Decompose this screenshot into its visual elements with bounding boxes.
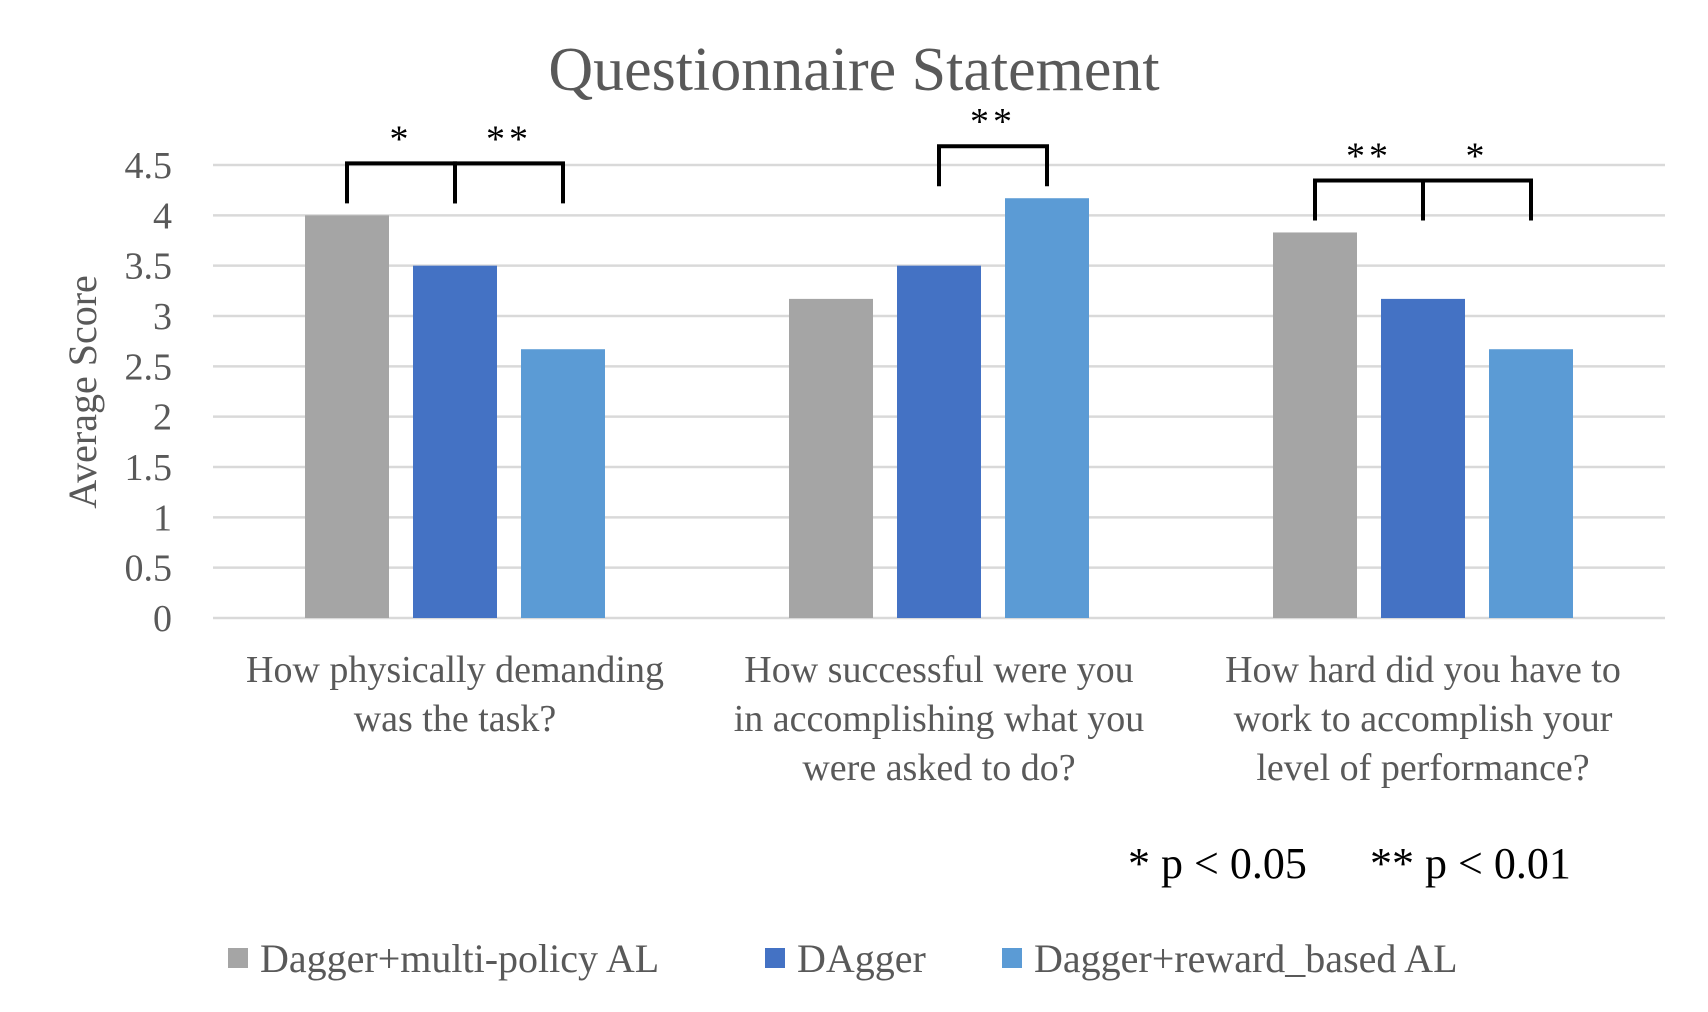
y-tick-label: 2.5 <box>125 346 173 388</box>
chart-title: Questionnaire Statement <box>548 36 1159 104</box>
bar <box>305 215 389 619</box>
bar <box>1489 349 1573 618</box>
significance-label: ** <box>486 118 532 160</box>
x-tick-label: How successful were you <box>744 649 1133 691</box>
significance-note-item: ** p < 0.01 <box>1370 839 1571 888</box>
legend-label: Dagger+multi-policy AL <box>260 936 659 981</box>
significance-brackets: * ** **** * <box>345 101 1533 221</box>
significance-label: * <box>390 118 413 160</box>
legend: Dagger+multi-policy AL DAgger Dagger+rewar… <box>228 936 1458 981</box>
y-tick-label: 0 <box>153 598 172 640</box>
y-tick-label: 3 <box>153 296 172 338</box>
bar <box>1005 198 1089 618</box>
bar <box>897 265 981 618</box>
significance-bracket <box>453 161 565 204</box>
x-tick-label: were asked to do? <box>802 747 1075 789</box>
bars <box>305 198 1573 619</box>
y-tick-label: 1.5 <box>125 447 173 489</box>
significance-bracket <box>937 144 1049 187</box>
significance-label: ** <box>970 101 1016 143</box>
x-tick-label: level of performance? <box>1256 747 1589 789</box>
legend-swatch <box>1002 948 1022 968</box>
y-tick-label: 2 <box>153 397 172 439</box>
legend-label: Dagger+reward_based AL <box>1034 936 1458 981</box>
bar <box>521 349 605 618</box>
legend-swatch <box>228 948 248 968</box>
significance-bracket <box>345 161 457 204</box>
significance-bracket <box>1421 178 1533 221</box>
bar <box>1273 232 1357 619</box>
bar <box>413 265 497 618</box>
significance-note: * p < 0.05 ** p < 0.01 <box>1128 839 1571 888</box>
significance-label: ** <box>1346 135 1392 177</box>
y-tick-label: 0.5 <box>125 548 173 590</box>
y-tick-labels: 0 0.5 1 1.5 2 2.5 3 3.5 4 4.5 <box>125 145 173 640</box>
legend-swatch <box>765 948 785 968</box>
y-tick-label: 4 <box>153 195 172 237</box>
x-tick-label: How physically demanding <box>246 649 664 691</box>
y-axis-label: Average Score <box>60 275 105 509</box>
significance-label: * <box>1466 135 1489 177</box>
x-tick-label: work to accomplish your <box>1234 698 1613 740</box>
significance-note-item: * p < 0.05 <box>1128 839 1307 888</box>
y-tick-label: 3.5 <box>125 246 173 288</box>
y-tick-label: 4.5 <box>125 145 173 187</box>
x-tick-labels: How physically demanding was the task? How… <box>246 649 1621 789</box>
y-tick-label: 1 <box>153 497 172 539</box>
x-tick-label: was the task? <box>354 698 557 740</box>
x-tick-label: How hard did you have to <box>1225 649 1621 691</box>
bar <box>1381 298 1465 618</box>
bar <box>789 298 873 618</box>
x-tick-label: in accomplishing what you <box>734 698 1145 740</box>
legend-label: DAgger <box>797 936 926 981</box>
